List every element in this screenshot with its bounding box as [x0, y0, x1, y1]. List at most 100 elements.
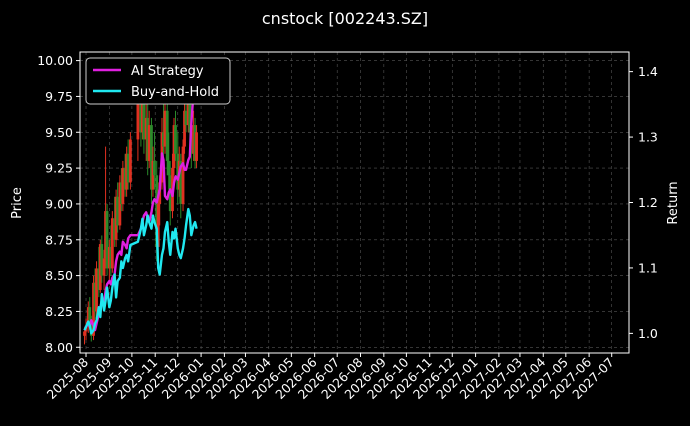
- y2-axis-label: Return: [666, 181, 681, 224]
- candle-body: [147, 125, 151, 161]
- candle-body: [114, 196, 118, 240]
- candle: [107, 239, 111, 283]
- legend-label-ai-strategy: AI Strategy: [131, 64, 204, 79]
- y-tick-label: 8.00: [45, 340, 73, 355]
- candle-body: [136, 89, 140, 140]
- candle-body: [128, 139, 132, 183]
- y2-tick-label: 1.3: [638, 130, 658, 145]
- candle: [183, 96, 186, 154]
- y-tick-label: 8.75: [45, 232, 73, 247]
- candle: [146, 96, 150, 176]
- candle-body: [125, 153, 129, 190]
- candle: [126, 139, 130, 190]
- candle: [100, 235, 104, 283]
- candle: [93, 268, 97, 319]
- candle-body: [144, 117, 148, 140]
- candle-body: [186, 89, 190, 126]
- candle: [153, 132, 156, 190]
- candle-body: [104, 211, 107, 259]
- candle-body: [92, 282, 95, 336]
- candle: [121, 160, 125, 212]
- candle-body: [174, 125, 177, 154]
- candle-body: [155, 175, 159, 247]
- candle: [167, 132, 171, 190]
- candle-body: [162, 132, 165, 147]
- candle: [95, 261, 98, 319]
- candle: [168, 160, 172, 226]
- candle: [172, 117, 176, 176]
- candle-body: [83, 331, 86, 336]
- y-tick-label: 9.75: [45, 89, 73, 104]
- candle-body: [86, 307, 90, 326]
- y2-tick-label: 1.2: [638, 195, 658, 210]
- candle-body: [176, 153, 180, 190]
- candle-body: [95, 268, 98, 312]
- candle-body: [179, 160, 183, 204]
- candle: [195, 125, 198, 169]
- candle-body: [151, 160, 155, 190]
- candle-body: [188, 89, 192, 133]
- y2-tick-label: 1.0: [638, 326, 658, 341]
- y-tick-label: 8.25: [45, 304, 73, 319]
- candle-body: [184, 110, 188, 126]
- candle: [147, 110, 151, 169]
- y-tick-label: 9.25: [45, 161, 73, 176]
- candle-body: [109, 246, 113, 269]
- candle: [174, 110, 177, 161]
- candle: [116, 182, 120, 233]
- candle-body: [100, 244, 104, 276]
- candle-body: [118, 182, 122, 226]
- candle-body: [107, 246, 111, 269]
- legend-label-buy-and-hold: Buy-and-Hold: [131, 85, 219, 100]
- legend-box: [85, 57, 231, 105]
- candle: [150, 117, 153, 204]
- candle: [119, 168, 123, 212]
- chart-title: cnstock [002243.SZ]: [262, 9, 428, 28]
- candle-body: [172, 125, 176, 169]
- candle-body: [102, 258, 106, 276]
- y-tick-label: 9.50: [45, 125, 73, 140]
- left-axis: 8.00 8.25 8.50 8.75 9.00 9.25 9.50 9.75 10.00: [37, 53, 80, 355]
- candle: [109, 225, 113, 276]
- candle-body: [113, 218, 116, 240]
- candle-body: [116, 196, 120, 226]
- candle-body: [195, 132, 198, 161]
- candle: [118, 175, 122, 230]
- candle-body: [93, 282, 97, 312]
- candle: [86, 301, 90, 333]
- candle-body: [88, 307, 92, 322]
- legend: AI Strategy Buy-and-Hold: [85, 57, 231, 105]
- candle: [162, 103, 165, 161]
- candle: [181, 139, 185, 212]
- candle: [128, 132, 132, 190]
- candle: [151, 146, 155, 197]
- candle-body: [193, 125, 197, 161]
- candle-body: [167, 160, 171, 176]
- candle: [192, 110, 195, 161]
- candle: [110, 211, 114, 273]
- candle: [125, 146, 129, 197]
- candle-body: [150, 125, 153, 190]
- candle: [98, 239, 102, 293]
- candle: [193, 117, 197, 169]
- candle: [163, 96, 167, 154]
- candle-body: [156, 203, 160, 247]
- candle-body: [105, 211, 109, 269]
- y2-tick-label: 1.1: [638, 260, 658, 275]
- series-line-buy-and-hold: [83, 207, 198, 335]
- candle-body: [119, 182, 123, 204]
- candle-body: [97, 268, 101, 290]
- candle-body: [123, 168, 127, 190]
- candle: [123, 153, 127, 197]
- candle-body: [165, 110, 169, 161]
- right-axis: 1.0 1.1 1.2 1.3 1.4: [629, 64, 658, 341]
- candle: [114, 189, 118, 247]
- candle-body: [192, 125, 195, 154]
- y-axis-label: Price: [10, 187, 25, 219]
- candle: [102, 249, 106, 290]
- candle-body: [146, 117, 150, 161]
- candle: [176, 132, 180, 204]
- candle-body: [181, 146, 185, 204]
